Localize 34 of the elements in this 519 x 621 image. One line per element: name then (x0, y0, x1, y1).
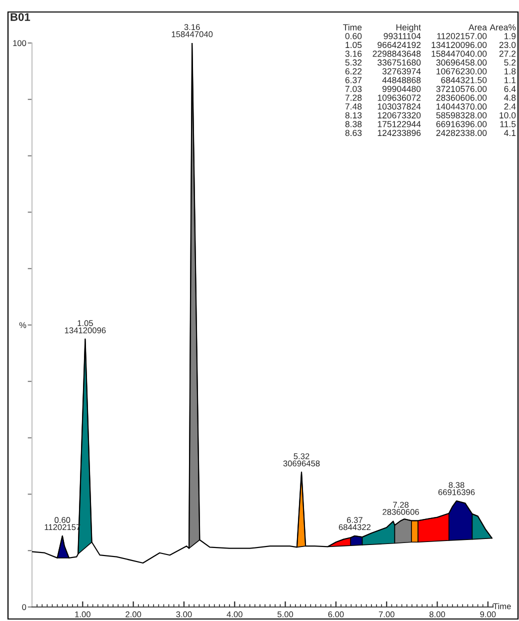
chart-title: B01 (10, 13, 30, 21)
line-series (32, 43, 493, 564)
text: 8.63 124233896 24282338.00 4.1 (345, 130, 516, 136)
y-tick-label: 100 (13, 40, 26, 46)
annotation: 5.32 30696458 (283, 453, 320, 466)
text: 8.38 175122944 66916396.00 11.5 (345, 121, 516, 128)
text: 1.05 966424192 134120096.00 23.0 (346, 42, 516, 48)
x-tick-label: 1.00 (75, 611, 90, 618)
x-tick-label: 8.00 (430, 611, 446, 618)
y-tick-label: 0 (22, 604, 26, 610)
x-tick-label: 3.00 (176, 611, 192, 618)
text: 6.37 44848868 6844321.50 1.1 (345, 77, 516, 84)
x-tick-label: 6.00 (328, 611, 344, 618)
y-tick-label: % (19, 322, 26, 328)
text: Time Height Area Area% (343, 24, 516, 32)
x-tick-label: 2.00 (126, 611, 142, 618)
x-tick-label: 5.00 (278, 611, 294, 618)
x-tick-label: 7.00 (378, 611, 394, 618)
annotation: 7.28 28360606 (382, 502, 419, 515)
x-axis-title: Time (493, 603, 511, 610)
text: 7.03 99904480 37210576.00 6.4 (345, 86, 516, 92)
text: 7.48 103037824 14044370.00 2.4 (345, 103, 516, 110)
text: 6.22 32763974 10676230.00 1.8 (345, 68, 516, 74)
annotation: 6.37 6844322 (338, 517, 371, 530)
text: 0.60 99311104 11202157.00 1.9 (345, 33, 516, 40)
text: 7.28 109636072 28360606.00 4.8 (345, 94, 516, 101)
text: 3.16 2298843648 158447040.00 27.2 (345, 50, 516, 57)
annotation: 1.05 134120096 (64, 320, 106, 334)
text: 5.32 336751680 30696458.00 5.2 (345, 59, 516, 66)
x-tick-label: 4.00 (226, 611, 242, 618)
x-tick-label: 9.00 (480, 611, 496, 618)
annotation: 3.16 158447040 (172, 24, 213, 38)
annotation: 8.38 66916396 (438, 482, 475, 496)
text: 8.13 120673320 58598328.00 10.0 (345, 112, 516, 118)
